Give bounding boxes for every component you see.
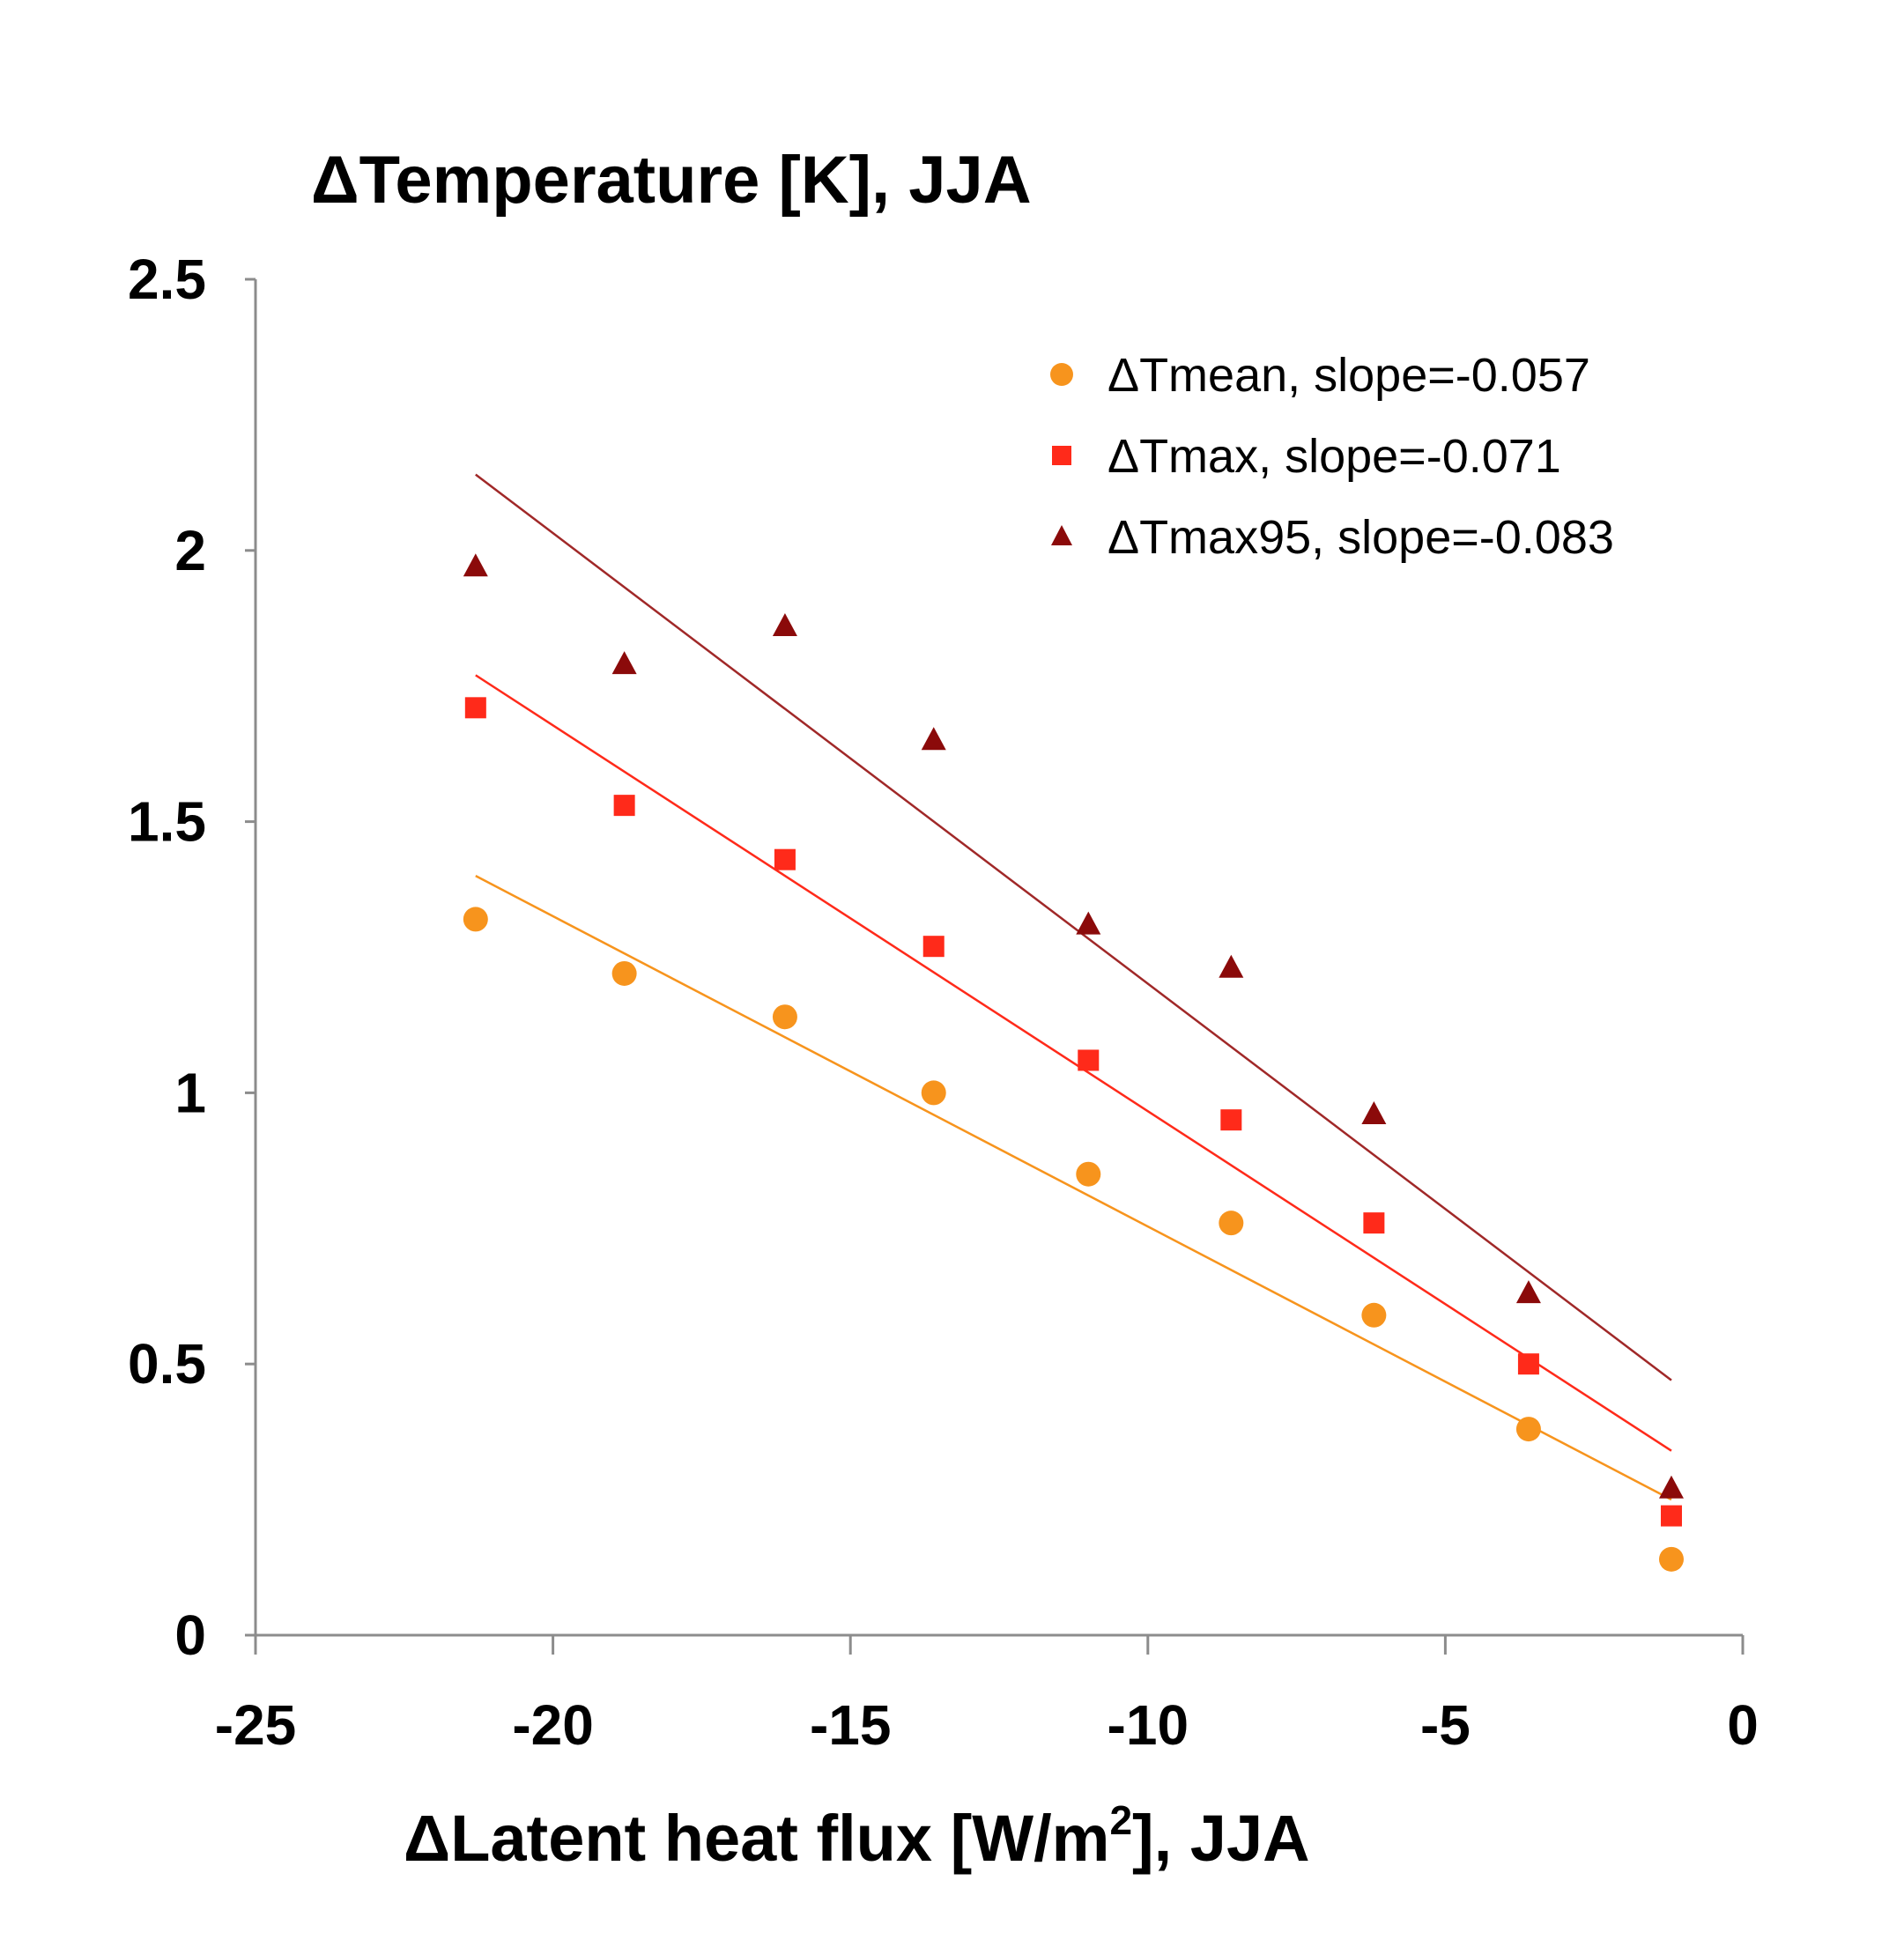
- legend-marker-series-2: [1052, 446, 1071, 465]
- data-point-series-1: [1076, 1161, 1101, 1187]
- data-point-series-1: [1658, 1546, 1684, 1572]
- x-axis-label-main: ΔLatent heat flux [W/m: [404, 1802, 1109, 1875]
- x-tick-label: -10: [1108, 1693, 1189, 1757]
- y-ticks: 0 0.5 1 1.5 2 2.5: [128, 248, 256, 1667]
- data-point-series-3: [921, 727, 946, 751]
- x-axis-label: ΔLatent heat flux [W/m2], JJA: [404, 1797, 1310, 1875]
- data-point-series-3: [1361, 1101, 1387, 1125]
- legend-marker-series-3: [1051, 525, 1072, 545]
- x-axis-label-tail: ], JJA: [1132, 1802, 1310, 1875]
- y-tick-label: 2.5: [128, 248, 206, 311]
- x-tick-label: 0: [1727, 1693, 1759, 1757]
- data-point-series-3: [463, 553, 488, 577]
- x-tick-label: -5: [1420, 1693, 1471, 1757]
- data-point-series-1: [1515, 1417, 1541, 1442]
- legend-marker-series-1: [1050, 363, 1073, 386]
- legend-label-series-3: ΔTmax95, slope=-0.083: [1108, 511, 1614, 564]
- fit-line-series-1: [475, 875, 1672, 1501]
- data-markers: [463, 553, 1684, 1572]
- x-tick-label: -15: [810, 1693, 892, 1757]
- x-ticks: -25 -20 -15 -10 -5 0: [215, 1635, 1759, 1757]
- y-tick-label: 0: [174, 1603, 206, 1667]
- data-point-series-2: [1078, 1049, 1100, 1071]
- data-point-series-1: [611, 960, 637, 986]
- data-point-series-1: [463, 907, 488, 932]
- data-point-series-1: [772, 1004, 797, 1030]
- y-tick-label: 1.5: [128, 790, 206, 854]
- fit-line-series-2: [475, 674, 1672, 1452]
- data-point-series-1: [1361, 1302, 1387, 1328]
- fit-line-series-3: [475, 473, 1672, 1381]
- legend-label-series-2: ΔTmax, slope=-0.071: [1108, 430, 1561, 483]
- y-tick-label: 0.5: [128, 1332, 206, 1396]
- data-point-series-2: [774, 848, 796, 870]
- data-point-series-3: [1515, 1280, 1541, 1304]
- data-point-series-2: [464, 697, 486, 719]
- x-tick-label: -20: [512, 1693, 594, 1757]
- data-point-series-3: [1076, 911, 1101, 935]
- chart-title: ΔTemperature [K], JJA: [311, 143, 1032, 218]
- legend-label-series-1: ΔTmean, slope=-0.057: [1108, 349, 1590, 402]
- x-axis-label-superscript: 2: [1109, 1797, 1132, 1843]
- data-point-series-3: [1219, 954, 1244, 978]
- legend: ΔTmean, slope=-0.057 ΔTmax, slope=-0.071 Δ…: [1050, 349, 1614, 564]
- data-point-series-1: [1219, 1211, 1244, 1236]
- y-tick-label: 1: [174, 1061, 206, 1124]
- y-tick-label: 2: [174, 519, 206, 582]
- data-point-series-2: [1363, 1212, 1385, 1234]
- data-point-series-2: [1660, 1505, 1682, 1527]
- data-point-series-1: [921, 1080, 946, 1106]
- data-point-series-2: [1517, 1353, 1539, 1375]
- axes: [254, 279, 1743, 1637]
- x-tick-label: -25: [215, 1693, 297, 1757]
- data-point-series-2: [922, 936, 945, 958]
- fit-lines: [475, 473, 1672, 1501]
- data-point-series-3: [1658, 1475, 1684, 1499]
- data-point-series-3: [772, 612, 797, 636]
- data-point-series-3: [611, 651, 637, 675]
- data-point-series-2: [1220, 1109, 1242, 1131]
- data-point-series-2: [613, 795, 635, 817]
